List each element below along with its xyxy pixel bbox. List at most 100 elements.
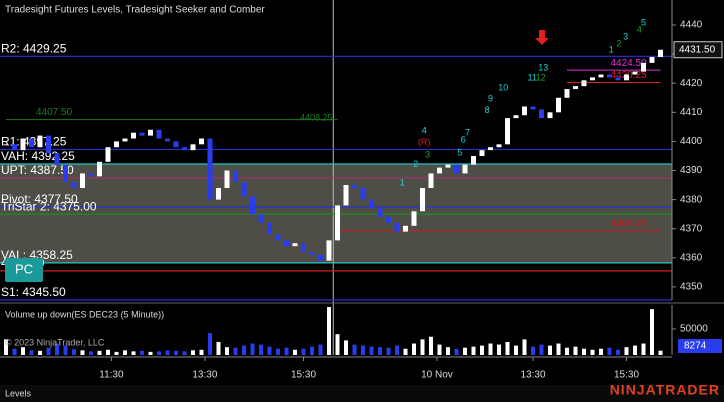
candle	[352, 185, 357, 188]
candle	[275, 234, 281, 241]
candle	[190, 144, 196, 151]
candle	[267, 222, 272, 235]
annotation: 13	[538, 62, 548, 72]
candle	[258, 214, 264, 223]
volume-bar	[114, 351, 119, 355]
candle	[3, 144, 9, 146]
annotation: 4	[422, 125, 427, 135]
candle	[29, 138, 34, 148]
candle	[122, 138, 128, 142]
annotation: 6	[461, 134, 466, 144]
volume-bar	[565, 347, 569, 355]
candle	[649, 57, 655, 63]
volume-bar	[539, 344, 544, 355]
volume-bar	[480, 345, 484, 355]
candle	[386, 217, 391, 223]
annotation: 5	[641, 17, 646, 27]
candle	[360, 187, 366, 200]
y-tick-label: 4440	[680, 20, 703, 31]
volume-bar	[216, 341, 221, 355]
candle	[165, 138, 170, 142]
volume-bar	[89, 351, 93, 355]
candle	[37, 135, 43, 148]
volume-title: Volume up down(ES DEC23 (5 Minute))	[5, 309, 164, 319]
candle	[411, 211, 417, 226]
volume-bar	[650, 309, 654, 355]
volume-bar	[293, 349, 297, 355]
candle	[292, 243, 298, 247]
level-label: UPT: 4387.50	[1, 163, 74, 177]
y-tick-label: 4370	[680, 223, 703, 234]
volume-bar	[131, 351, 136, 355]
level-label: R2: 4429.25	[1, 41, 67, 55]
candle	[377, 208, 383, 218]
candle	[114, 141, 119, 148]
annotation: 12	[536, 72, 546, 82]
pc-button[interactable]	[5, 258, 43, 282]
volume-bar	[199, 349, 204, 355]
annotation: 11	[527, 72, 536, 82]
volume-bar	[63, 345, 68, 355]
candle	[156, 129, 162, 139]
chart-title: Tradesight Futures Levels, Tradesight Se…	[5, 5, 265, 16]
volume-bar	[80, 350, 85, 355]
volume-bar	[522, 339, 527, 355]
y-tick-label: 4390	[680, 165, 703, 176]
candle	[420, 187, 425, 212]
volume-bar	[148, 351, 153, 355]
volume-bar	[318, 344, 323, 355]
candle	[335, 205, 340, 241]
volume-bar	[335, 334, 340, 355]
candle	[284, 240, 289, 247]
annotation: 1	[400, 177, 405, 187]
candle	[148, 129, 153, 136]
level-label: 4424.50	[611, 58, 648, 69]
volume-bar	[514, 345, 518, 355]
pc-button-label[interactable]: PC	[15, 261, 33, 276]
volume-bar	[590, 349, 595, 355]
candle	[233, 170, 238, 183]
brand: NINJATRADER	[610, 382, 720, 398]
candle	[403, 225, 408, 232]
volume-bar	[29, 350, 34, 355]
candle	[607, 74, 612, 78]
x-tick-label: 10 Nov	[421, 370, 453, 381]
volume-bar	[38, 350, 42, 355]
volume-bar	[531, 346, 535, 355]
candle	[564, 89, 570, 98]
candle	[207, 138, 213, 200]
volume-bar	[106, 349, 110, 355]
candle	[139, 132, 145, 136]
candle	[326, 240, 332, 261]
candle	[343, 185, 349, 206]
candle	[471, 155, 476, 165]
candle	[216, 187, 221, 200]
volume-bar	[658, 350, 663, 355]
candle	[454, 164, 459, 174]
candle	[131, 132, 136, 139]
candle	[80, 173, 85, 188]
annotation: 3	[425, 149, 430, 159]
volume-bar	[284, 347, 289, 355]
candle	[530, 106, 536, 110]
candle	[615, 77, 621, 81]
candle	[97, 161, 102, 177]
annotation: (R)	[418, 137, 431, 147]
volume-bar	[616, 349, 620, 355]
volume-bar	[641, 343, 646, 355]
last-volume-label: 8274	[684, 341, 707, 352]
candle	[445, 164, 451, 168]
volume-bar	[157, 351, 161, 355]
volume-bar	[259, 344, 263, 355]
volume-bar	[191, 350, 195, 355]
volume-bar	[386, 347, 391, 355]
candle	[63, 164, 68, 183]
volume-bar	[250, 343, 255, 355]
candle	[394, 222, 400, 232]
tab-label[interactable]: Levels	[5, 388, 32, 398]
y-tick-label: 4400	[680, 136, 703, 147]
volume-bar	[46, 347, 51, 355]
candle	[462, 164, 468, 174]
volume-bar	[301, 348, 306, 355]
